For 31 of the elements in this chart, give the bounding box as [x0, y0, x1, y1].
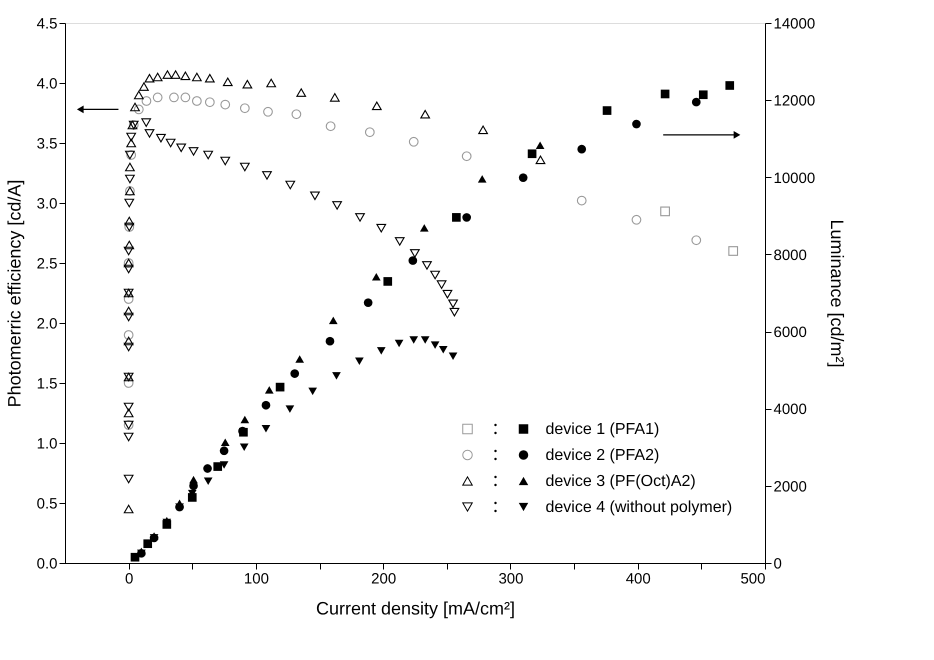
y2-tick-label: 12000	[774, 92, 816, 110]
legend-label: device 3 (PF(Oct)A2)	[546, 473, 696, 490]
y-tick-label: 1.5	[36, 376, 58, 392]
legend-label: device 2 (PFA2)	[546, 447, 660, 464]
y-tick-label: 4.0	[36, 76, 58, 92]
x-tick-label: 100	[244, 570, 269, 588]
y-tick-label: 3.0	[36, 196, 58, 212]
y-tick-label: 2.5	[36, 256, 58, 272]
y2-tick-label: 10000	[774, 170, 816, 187]
x-tick-label: 200	[371, 570, 396, 588]
y-tick-label: 4.5	[36, 16, 58, 32]
x-axis-title: Current density [mA/cm²]	[316, 598, 516, 618]
y-axis-title: Photomerric efficiency [cd/A]	[4, 180, 25, 408]
legend-label: device 4 (without polymer)	[546, 499, 732, 516]
y2-tick-label: 0	[774, 556, 782, 572]
y-tick-label: 3.5	[36, 136, 58, 152]
y2-tick-label: 6000	[774, 324, 807, 342]
y2-tick-label: 2000	[774, 478, 807, 496]
y-tick-label: 0.5	[36, 496, 58, 512]
y2-tick-label: 4000	[774, 401, 807, 418]
legend-label: device 1 (PFA1)	[546, 421, 660, 438]
y-tick-label: 0.0	[36, 556, 58, 572]
x-tick-label: 500	[740, 570, 766, 588]
y2-tick-label: 8000	[774, 246, 807, 264]
x-tick-label: 400	[626, 570, 651, 588]
y2-tick-label: 14000	[774, 16, 816, 32]
x-tick-label: 0	[124, 570, 134, 588]
y-tick-label: 2.0	[36, 316, 58, 332]
x-tick-label: 300	[498, 570, 524, 588]
y-tick-label: 1.0	[36, 436, 58, 452]
y2-axis-title: Luminance [cd/m²]	[827, 219, 848, 368]
